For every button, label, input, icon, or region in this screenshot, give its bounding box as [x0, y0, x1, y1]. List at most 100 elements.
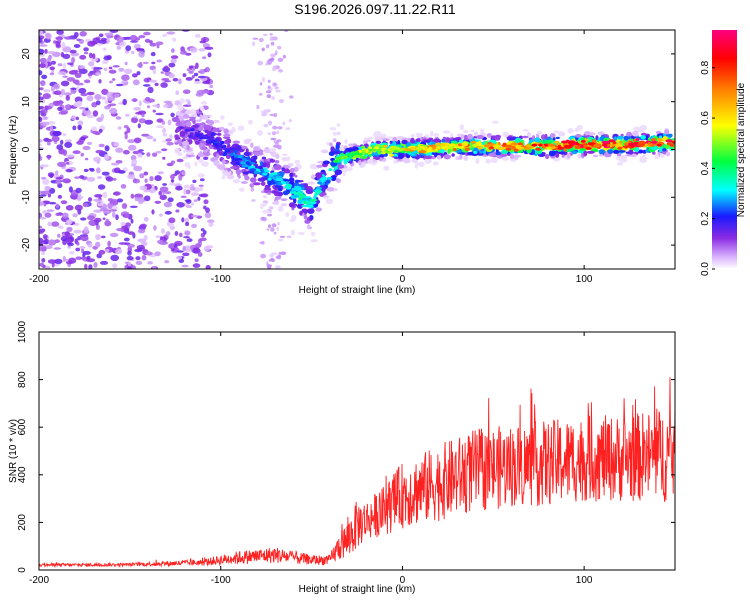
spectrogram-noise-blob	[75, 116, 80, 121]
spectrogram-noise-blob	[175, 209, 180, 213]
spectrogram-noise-blob	[98, 79, 102, 84]
spectrogram-ridge-blob	[227, 168, 231, 172]
spectrogram-ridge-blob	[325, 179, 331, 184]
spectrogram-ridge-blob	[330, 175, 337, 182]
spectrogram-noise-blob	[108, 69, 117, 74]
spectrogram-noise-blob	[162, 156, 166, 160]
spectrogram-noise-blob	[79, 31, 87, 37]
spectrogram-noise-blob	[123, 167, 128, 172]
spectrogram-noise-blob	[47, 259, 57, 264]
spectrogram-ridge-blob	[201, 161, 209, 167]
spectrogram-ridge-blob	[598, 149, 606, 155]
spectrogram-ridge-blob	[212, 127, 220, 133]
spectrogram-ridge-blob	[243, 151, 251, 157]
spectrogram-noise-blob	[47, 193, 52, 198]
spectrogram-noise-blob	[190, 184, 195, 187]
spectrogram-noise-blob	[57, 161, 66, 167]
spectrogram-ridge-blob	[311, 231, 315, 237]
spectrogram-noise-blob	[87, 243, 93, 248]
spectrogram-ridge-blob	[232, 140, 241, 144]
spectrogram-ridge-blob	[328, 151, 335, 157]
spectrogram-ridge-blob	[177, 119, 181, 125]
spectrogram-ridge-blob	[397, 153, 404, 159]
spectrogram-noise-blob	[120, 221, 126, 227]
spectrogram-ridge-blob	[335, 143, 340, 150]
spectrogram-ridge-blob	[617, 162, 623, 166]
spectrogram-noise-blob	[152, 68, 157, 75]
spectrogram-noise-blob	[130, 193, 135, 199]
spectrogram-ridge-core	[483, 144, 492, 148]
spectrogram-noise-blob	[54, 258, 63, 264]
spectrogram-noise-blob	[62, 62, 66, 69]
spectrogram-ridge-blob	[290, 167, 295, 173]
spectrogram-ridge-blob	[289, 172, 293, 178]
spectrogram-ridge-blob	[213, 120, 219, 124]
spectrogram-ridge-blob	[362, 160, 368, 163]
spectrogram-noise-blob	[133, 137, 142, 144]
spectrogram-noise-blob	[170, 222, 175, 229]
spectrogram-noise-blob	[161, 228, 165, 234]
spectrogram-noise-blob	[205, 265, 211, 269]
spectrogram-noise-blob	[98, 33, 104, 38]
spectrogram-ridge-core	[453, 145, 458, 149]
spectrogram-ridge-core	[602, 140, 610, 144]
spectrogram-noise-blob	[135, 260, 143, 265]
spectrogram-noise-blob	[39, 112, 42, 116]
spectrogram-noise-blob	[84, 157, 89, 161]
spectrogram-noise-blob	[93, 66, 97, 73]
spectrogram-noise-blob	[130, 40, 139, 43]
spectrogram-noise-blob	[180, 50, 188, 55]
spectrogram-noise-blob	[161, 78, 170, 81]
spectrogram-noise-blob	[156, 59, 163, 63]
spectrogram-noise-blob	[115, 147, 124, 153]
spectrogram-ridge-core	[332, 159, 339, 163]
spectrogram-ridge-blob	[204, 130, 208, 133]
spectrogram-ridge-blob	[310, 239, 318, 243]
spectrogram-noise-blob	[198, 48, 206, 52]
spectrogram-noise-blob	[267, 85, 271, 89]
spectrogram-ridge-blob	[665, 151, 671, 157]
spectrogram-noise-blob	[44, 48, 48, 54]
spectrogram-noise-blob	[154, 82, 159, 87]
spectrogram-noise-blob	[161, 120, 166, 125]
spectrogram-noise-blob	[39, 197, 42, 202]
spectrogram-ridge-blob	[373, 156, 381, 161]
spectrogram-ridge-core	[375, 144, 381, 147]
spectrogram-ridge-blob	[320, 149, 329, 154]
spectrogram-noise-blob	[135, 111, 143, 115]
spectrogram-noise-blob	[202, 81, 211, 85]
spectrogram-noise-blob	[87, 215, 95, 221]
spectrogram-noise-blob	[141, 241, 148, 246]
spectrogram-noise-blob	[181, 217, 185, 223]
spectrogram-noise-blob	[274, 52, 278, 55]
spectrogram-y-ticks: -20 -10 0 10 20	[21, 48, 675, 252]
spectrogram-noise-blob	[107, 240, 111, 247]
spectrogram-ridge-blob	[491, 157, 498, 163]
spectrogram-ridge-blob	[286, 156, 291, 162]
spectrogram-ridge-blob	[213, 160, 220, 166]
spectrogram-noise-blob	[76, 38, 82, 42]
spectrogram-ridge-blob	[194, 161, 198, 167]
spectrogram-noise-blob	[197, 196, 201, 201]
spectrogram-noise-blob	[75, 256, 82, 261]
spectrogram-noise-blob	[55, 177, 63, 180]
spectrogram-noise-blob	[195, 62, 199, 69]
spectrogram-ridge-blob	[629, 138, 634, 142]
spectrogram-noise-blob	[162, 183, 168, 186]
spectrogram-ridge-blob	[179, 130, 185, 137]
spectrogram-ridge-core	[295, 191, 303, 195]
spectrogram-ridge-blob	[239, 187, 245, 192]
spectrogram-ridge-core	[567, 140, 575, 144]
spectrogram-noise-blob	[104, 154, 110, 160]
spectrogram-ridge-blob	[208, 114, 212, 118]
spectrogram-ridge-blob	[616, 135, 624, 139]
spectrogram-noise-blob	[273, 139, 277, 143]
spectrogram-noise-blob	[112, 78, 116, 81]
snr-y-tick-label: 600	[17, 418, 28, 435]
spectrogram-noise-blob	[131, 159, 138, 165]
spectrogram-ridge-core	[195, 133, 202, 137]
spectrogram-ridge-blob	[307, 181, 315, 185]
spectrogram-noise-blob	[77, 124, 82, 131]
spectrogram-ridge-blob	[248, 119, 253, 125]
